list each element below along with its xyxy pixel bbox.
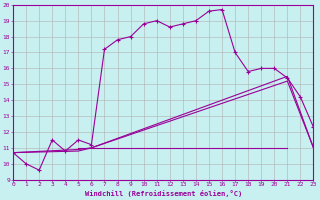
X-axis label: Windchill (Refroidissement éolien,°C): Windchill (Refroidissement éolien,°C) [84, 190, 242, 197]
